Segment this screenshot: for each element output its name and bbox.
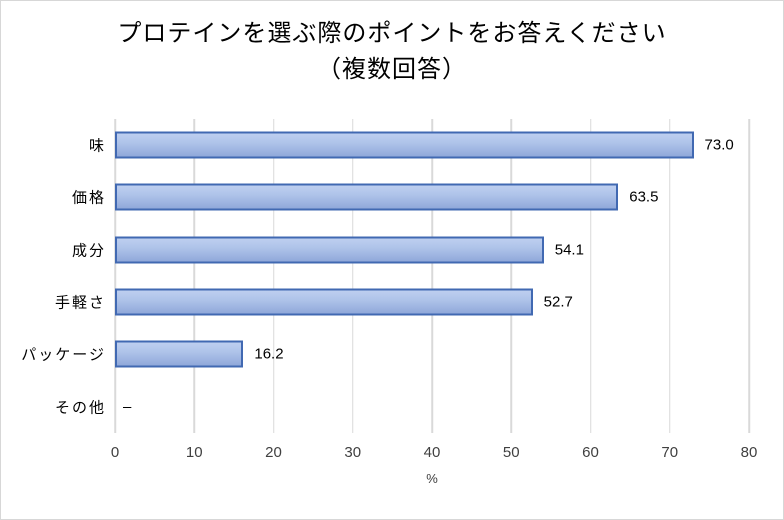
bar-row: 価格 63.5 — [72, 171, 749, 223]
gridline-0 — [114, 119, 116, 433]
bar-row: 手軽さ 52.7 — [55, 276, 749, 328]
gridline-70 — [669, 119, 671, 433]
category-label: 手軽さ — [54, 294, 106, 312]
bar — [115, 236, 544, 264]
bar — [115, 288, 533, 316]
gridline-40 — [431, 119, 433, 433]
category-label: パッケージ — [21, 346, 106, 364]
value-label: – — [123, 398, 132, 416]
gridline-50 — [510, 119, 512, 433]
x-tick-label-80: 80 — [740, 444, 758, 461]
x-tick-label-10: 10 — [185, 444, 203, 461]
x-axis-title: % — [426, 471, 438, 486]
bar-row: その他 – — [55, 381, 749, 433]
value-label: 16.2 — [254, 345, 284, 363]
gridline-10 — [193, 119, 195, 433]
bar — [115, 183, 619, 211]
x-tick-label-30: 30 — [344, 444, 362, 461]
value-label: 63.5 — [629, 188, 659, 206]
plot-area: 味 73.0 価格 63.5 成分 54.1 手軽さ 52.7 パッケージ 16.2 その他 – — [21, 119, 750, 433]
value-label: 52.7 — [543, 293, 573, 311]
category-label: その他 — [54, 399, 106, 417]
category-label: 価格 — [71, 189, 106, 207]
gridline-80 — [748, 119, 750, 433]
x-tick-label-50: 50 — [502, 444, 520, 461]
chart-title-line-1: プロテインを選ぶ際のポイントをお答えください — [117, 20, 667, 47]
x-tick-label-60: 60 — [582, 444, 599, 461]
x-axis-tick-labels: 0 10 20 30 40 50 60 70 80 — [111, 444, 758, 462]
category-label: 成分 — [71, 242, 106, 260]
x-tick-label-40: 40 — [423, 444, 441, 461]
bar-row: 成分 54.1 — [72, 224, 749, 276]
chart-title: プロテインを選ぶ際のポイントをお答えください （複数回答） — [1, 16, 783, 88]
x-tick-label-20: 20 — [265, 444, 282, 461]
chart-title-line-2: （複数回答） — [317, 56, 467, 83]
x-tick-label-70: 70 — [661, 444, 679, 461]
value-label: 73.0 — [704, 136, 734, 154]
bar — [115, 131, 694, 159]
gridline-30 — [352, 119, 354, 433]
bar-row: 味 73.0 — [89, 119, 749, 171]
gridline-20 — [272, 119, 275, 433]
gridline-60 — [589, 119, 592, 433]
bar-row: パッケージ 16.2 — [21, 328, 749, 380]
category-label: 味 — [88, 137, 106, 155]
value-label: 54.1 — [554, 241, 584, 259]
bar — [115, 340, 244, 368]
bar-rows-layer: 味 73.0 価格 63.5 成分 54.1 手軽さ 52.7 パッケージ 16.2 その他 – — [21, 119, 749, 433]
x-tick-label-0: 0 — [110, 444, 120, 461]
